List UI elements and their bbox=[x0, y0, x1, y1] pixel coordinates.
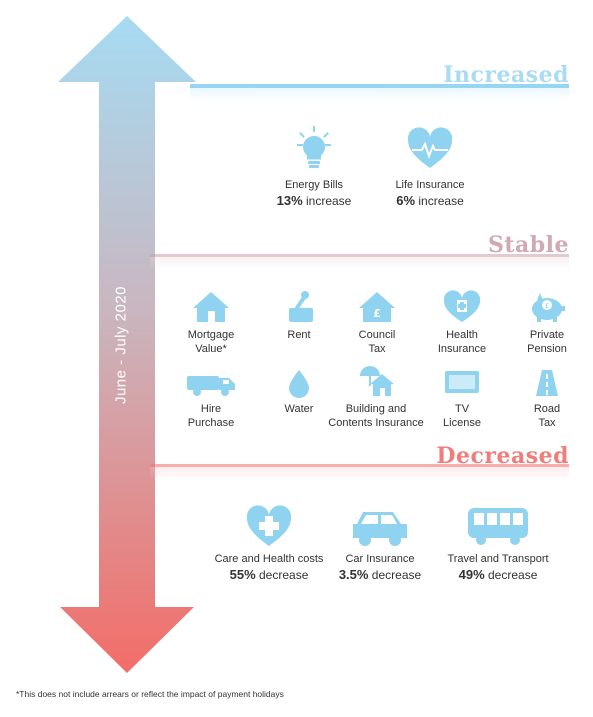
item-line2: Tax bbox=[538, 417, 556, 429]
item-line1: Hire bbox=[200, 403, 222, 415]
svg-text:£: £ bbox=[545, 302, 549, 310]
item-line2: Contents Insurance bbox=[328, 417, 424, 429]
item-energy-bills: Energy Bills 13% increase bbox=[266, 124, 362, 208]
item-private-pension: £ Private Pension bbox=[512, 290, 582, 356]
item-line1: Council bbox=[358, 329, 396, 341]
decreased-band bbox=[150, 464, 569, 480]
item-value: 6% bbox=[396, 193, 416, 208]
item-mortgage-value: Mortgage Value* bbox=[174, 290, 248, 356]
item-travel-transport: Travel and Transport 49% decrease bbox=[440, 504, 556, 582]
item-label: Life Insurance bbox=[395, 179, 465, 191]
item-rent: Rent bbox=[264, 290, 334, 342]
item-change: increase bbox=[306, 194, 352, 208]
item-label: Car Insurance bbox=[345, 553, 415, 565]
decreased-heading: Decreased bbox=[436, 443, 569, 469]
road-icon bbox=[536, 370, 558, 396]
rent-hand-icon bbox=[289, 291, 313, 322]
item-life-insurance: Life Insurance 6% increase bbox=[382, 124, 478, 208]
item-line1: Road bbox=[533, 403, 561, 415]
svg-text:£: £ bbox=[373, 307, 381, 320]
item-line1: Mortgage bbox=[187, 329, 235, 341]
heart-pulse-icon bbox=[407, 127, 453, 168]
lightbulb-icon bbox=[297, 126, 331, 168]
tv-icon bbox=[445, 371, 479, 393]
item-line1: TV bbox=[454, 403, 470, 415]
item-line2: Pension bbox=[527, 343, 567, 355]
timeline-label: June - July 2020 bbox=[112, 285, 130, 405]
item-value: 13% bbox=[276, 193, 303, 208]
item-line2: Value* bbox=[195, 343, 227, 355]
item-line1: Private bbox=[529, 329, 565, 341]
water-drop-icon bbox=[289, 370, 309, 398]
item-care-health-costs: Care and Health costs 55% decrease bbox=[206, 504, 332, 582]
heart-cross-icon bbox=[246, 505, 292, 546]
item-value: 3.5% bbox=[338, 567, 369, 582]
item-line2: License bbox=[443, 417, 481, 429]
council-tax-house-icon: £ bbox=[359, 292, 395, 322]
item-label: Care and Health costs bbox=[214, 553, 324, 565]
stable-band bbox=[150, 254, 569, 270]
item-car-insurance: Car Insurance 3.5% decrease bbox=[332, 504, 428, 582]
increased-heading: Increased bbox=[443, 62, 569, 88]
house-umbrella-icon bbox=[360, 366, 394, 396]
item-line2: Tax bbox=[368, 343, 386, 355]
item-line2: Purchase bbox=[187, 417, 235, 429]
item-change: decrease bbox=[488, 568, 538, 582]
item-line1: Water bbox=[284, 403, 314, 415]
item-health-insurance: Health Insurance bbox=[427, 290, 497, 356]
piggy-bank-icon: £ bbox=[532, 293, 565, 322]
item-line1: Rent bbox=[287, 329, 311, 341]
item-water: Water bbox=[264, 368, 334, 416]
item-building-contents: Building and Contents Insurance bbox=[320, 364, 432, 430]
footnote: *This does not include arrears or reflec… bbox=[16, 689, 284, 699]
car-icon bbox=[353, 512, 407, 546]
truck-icon bbox=[187, 376, 235, 396]
item-change: decrease bbox=[259, 568, 309, 582]
item-line2: Insurance bbox=[437, 343, 487, 355]
item-line1: Building and bbox=[345, 403, 407, 415]
item-line1: Health bbox=[446, 329, 478, 341]
item-council-tax: £ Council Tax bbox=[342, 290, 412, 356]
item-value: 55% bbox=[229, 567, 256, 582]
item-value: 49% bbox=[458, 567, 485, 582]
increased-band bbox=[190, 84, 569, 100]
item-hire-purchase: Hire Purchase bbox=[174, 368, 248, 430]
item-tv-license: TV License bbox=[427, 368, 497, 430]
bus-icon bbox=[468, 508, 528, 545]
health-heart-icon bbox=[443, 290, 481, 322]
item-label: Travel and Transport bbox=[447, 553, 549, 565]
item-change: decrease bbox=[371, 568, 422, 582]
house-icon bbox=[193, 292, 229, 322]
item-label: Energy Bills bbox=[284, 179, 344, 191]
stable-heading: Stable bbox=[487, 232, 569, 258]
item-change: increase bbox=[418, 194, 464, 208]
item-road-tax: Road Tax bbox=[512, 368, 582, 430]
